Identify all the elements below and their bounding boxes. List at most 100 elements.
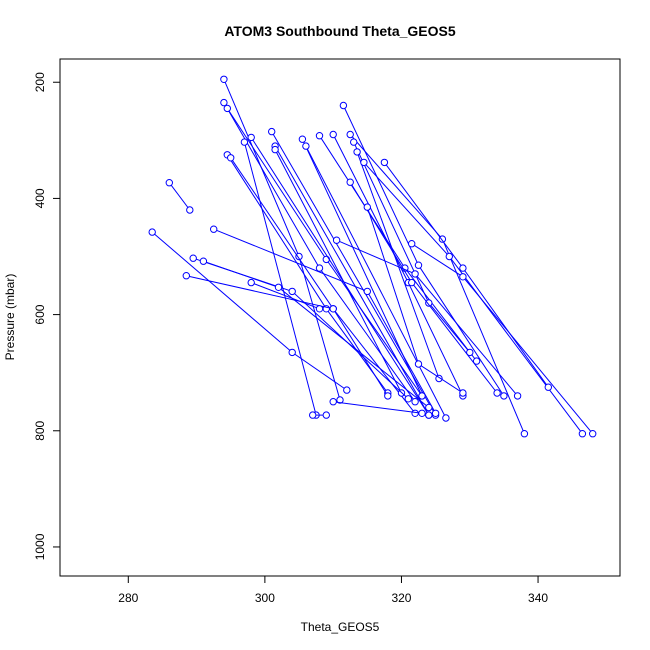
series: [247, 278, 324, 313]
series-line: [274, 145, 430, 416]
data-point: [418, 392, 426, 400]
data-point: [408, 278, 416, 287]
data-point: [165, 179, 174, 187]
data-point: [268, 127, 276, 136]
data-point: [578, 430, 587, 438]
data-point: [466, 348, 474, 357]
series-line: [319, 135, 477, 362]
data-point: [438, 235, 447, 243]
data-point: [431, 409, 440, 417]
series: [210, 225, 440, 417]
data-point: [322, 255, 330, 264]
data-point: [411, 270, 419, 278]
data-point: [339, 101, 348, 110]
series: [350, 138, 474, 357]
x-axis: 280 300 320 340: [118, 575, 548, 605]
data-point: [186, 206, 194, 214]
series: [199, 257, 433, 412]
data-point: [148, 228, 156, 236]
series: [182, 272, 392, 400]
data-point: [247, 133, 255, 142]
data-point: [210, 225, 218, 233]
series: [339, 101, 508, 400]
data-point: [350, 138, 358, 146]
data-point: [411, 409, 419, 417]
data-point: [346, 130, 354, 139]
data-point: [247, 278, 255, 287]
data-point: [493, 389, 501, 397]
y-tick-label: 1000: [33, 533, 47, 560]
data-point: [408, 240, 416, 248]
data-point: [302, 142, 310, 150]
series: [346, 130, 529, 438]
data-point: [500, 392, 508, 400]
data-point: [220, 75, 228, 84]
data-point: [329, 398, 337, 406]
data-point: [343, 386, 351, 394]
data-point: [227, 154, 235, 162]
series: [408, 240, 597, 438]
series: [360, 158, 587, 438]
series-line: [333, 401, 423, 414]
y-axis: 200 400 600 800 1000: [33, 72, 61, 560]
data-point: [363, 287, 371, 296]
series-line: [356, 151, 440, 379]
data-point: [411, 398, 419, 406]
series: [309, 411, 330, 419]
data-point: [336, 396, 344, 404]
series: [329, 398, 426, 417]
data-point: [240, 138, 249, 146]
data-point: [329, 130, 337, 139]
series: [227, 154, 419, 417]
data-point: [322, 411, 330, 419]
x-tick-label: 340: [528, 591, 548, 605]
series-line: [250, 137, 430, 416]
series: [346, 178, 501, 397]
data-point: [182, 272, 191, 280]
series-line: [243, 141, 317, 416]
data-point: [459, 264, 467, 272]
data-point: [445, 252, 453, 261]
data-point: [404, 395, 412, 403]
series: [363, 203, 467, 397]
data-point: [442, 414, 450, 422]
data-point: [315, 264, 324, 272]
series: [271, 142, 433, 419]
series: [332, 236, 522, 400]
data-point: [223, 104, 232, 113]
x-tick-label: 300: [255, 591, 275, 605]
data-point: [298, 135, 307, 143]
data-point: [346, 178, 354, 186]
series: [247, 133, 433, 419]
data-point: [295, 252, 303, 261]
series: [148, 228, 351, 394]
series-line: [251, 282, 320, 310]
data-point: [353, 148, 361, 156]
y-tick-label: 800: [33, 420, 47, 440]
series-line: [168, 182, 191, 211]
data-point: [459, 389, 467, 397]
data-point: [274, 283, 283, 291]
data-point: [513, 392, 522, 400]
series-line: [336, 239, 518, 397]
data-point: [309, 411, 317, 419]
series-line: [274, 149, 402, 394]
data-point: [425, 411, 433, 419]
x-axis-label: Theta_GEOS5: [301, 620, 380, 634]
data-point: [380, 158, 389, 167]
data-point: [329, 305, 337, 313]
chart-title: ATOM3 Southbound Theta_GEOS5: [224, 23, 455, 39]
series-line: [305, 145, 447, 419]
data-point: [472, 357, 481, 365]
data-point: [288, 348, 296, 357]
data-point: [384, 392, 392, 400]
data-point: [189, 254, 197, 262]
series-line: [271, 131, 437, 416]
data-point: [589, 430, 597, 438]
series: [165, 179, 194, 214]
data-point: [288, 287, 296, 296]
data-point: [220, 98, 228, 107]
y-axis-label: Pressure (mbar): [3, 274, 17, 361]
data-point: [459, 273, 467, 281]
